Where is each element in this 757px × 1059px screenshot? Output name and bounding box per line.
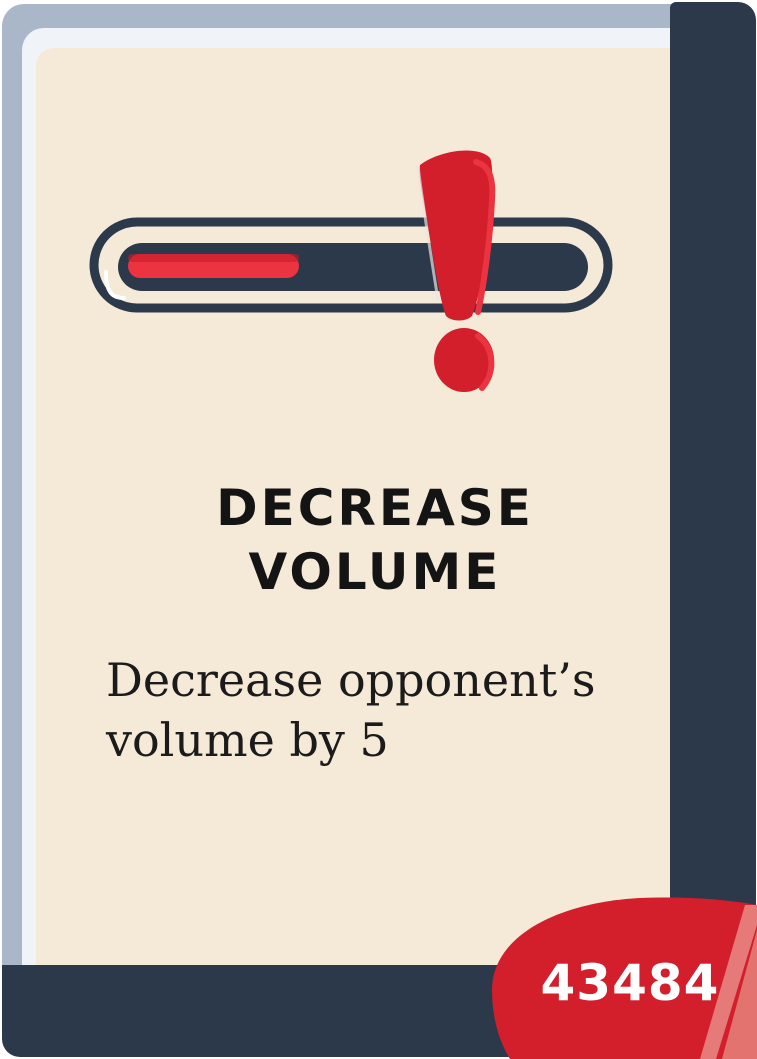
card-number: 43484 bbox=[540, 954, 720, 1012]
volume-meter-fill-shade bbox=[128, 254, 299, 262]
card-title: DECREASE VOLUME bbox=[120, 476, 630, 604]
card-title-line-1: DECREASE bbox=[216, 479, 534, 537]
card-title-line-2: VOLUME bbox=[248, 543, 502, 601]
card-right-edge bbox=[670, 2, 756, 1056]
exclamation-mark-icon bbox=[416, 150, 496, 392]
card-face bbox=[36, 48, 736, 1028]
card-description: Decrease opponent’s volume by 5 bbox=[106, 653, 596, 767]
